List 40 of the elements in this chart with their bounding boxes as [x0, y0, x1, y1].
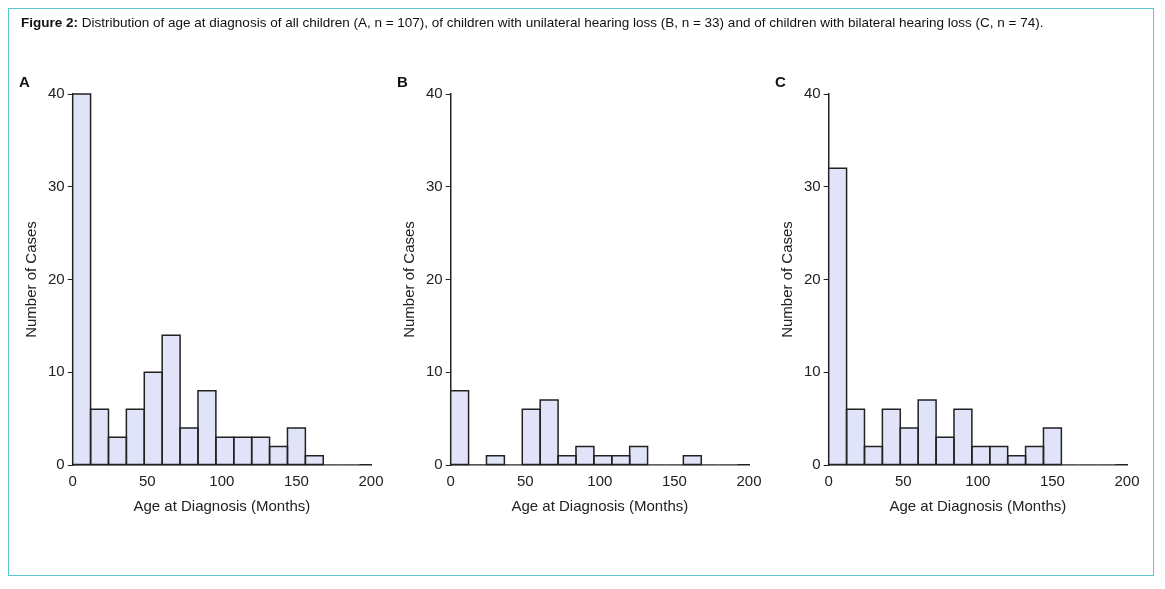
y-tick-label: 10	[804, 362, 821, 380]
x-tick-label: 0	[446, 472, 455, 490]
y-axis-title: Number of Cases	[778, 221, 796, 338]
chart-title: B	[397, 73, 408, 91]
y-tick-label: 0	[434, 455, 443, 473]
y-tick-label: 30	[48, 176, 65, 194]
y-tick-label: 10	[48, 362, 65, 380]
x-tick-label: 100	[209, 472, 235, 490]
x-tick-label: 200	[358, 472, 384, 490]
x-axis-title: Age at Diagnosis (Months)	[511, 497, 689, 515]
x-tick-label: 50	[138, 472, 156, 490]
y-tick-label: 0	[812, 455, 821, 473]
y-tick-label: 10	[426, 362, 443, 380]
x-tick-label: 150	[661, 472, 687, 490]
x-tick-label: 100	[587, 472, 613, 490]
y-tick-label: 40	[804, 84, 821, 102]
chart-title: C	[775, 73, 786, 91]
y-tick-label: 30	[804, 176, 821, 194]
caption: Figure 2: Distribution of age at diagnosis of all children (A, n = 107), of children with unilateral hearing loss (B, n = 33) and of children with bilateral hearing loss (C, n = 74).	[21, 15, 1044, 30]
y-axis-title: Number of Cases	[22, 221, 40, 338]
y-tick-label: 40	[426, 84, 443, 102]
x-tick-label: 0	[824, 472, 833, 490]
x-tick-label: 0	[68, 472, 77, 490]
chart-title: A	[19, 73, 30, 91]
y-tick-label: 30	[426, 176, 443, 194]
y-axis-title: Number of Cases	[400, 221, 418, 338]
x-axis-title: Age at Diagnosis (Months)	[133, 497, 311, 515]
x-tick-label: 150	[1039, 472, 1065, 490]
x-tick-label: 200	[736, 472, 762, 490]
x-axis-title: Age at Diagnosis (Months)	[889, 497, 1067, 515]
y-tick-label: 20	[48, 269, 65, 287]
x-tick-label: 100	[965, 472, 991, 490]
y-tick-label: 0	[56, 455, 65, 473]
x-tick-label: 50	[516, 472, 534, 490]
y-tick-label: 20	[426, 269, 443, 287]
x-tick-label: 200	[1114, 472, 1140, 490]
y-tick-label: 40	[48, 84, 65, 102]
x-tick-label: 150	[283, 472, 309, 490]
y-tick-label: 20	[804, 269, 821, 287]
x-tick-label: 50	[894, 472, 912, 490]
